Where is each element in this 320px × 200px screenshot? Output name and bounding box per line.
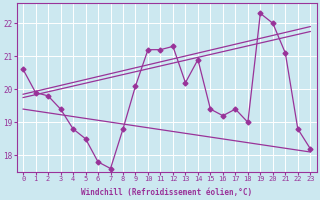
X-axis label: Windchill (Refroidissement éolien,°C): Windchill (Refroidissement éolien,°C) [81,188,252,197]
